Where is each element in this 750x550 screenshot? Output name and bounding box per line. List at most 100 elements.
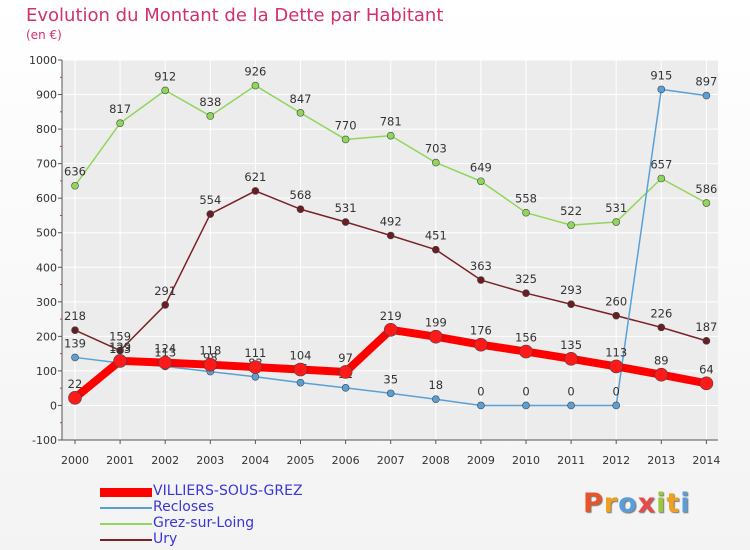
legend-label: Recloses (153, 499, 215, 515)
legend-label: Grez-sur-Loing (153, 515, 255, 531)
data-point (296, 378, 305, 387)
y-tick-label: 400 (36, 261, 57, 274)
data-point (612, 218, 621, 226)
y-tick-label: 500 (36, 227, 57, 240)
data-point (386, 389, 395, 398)
data-label: 0 (477, 384, 484, 398)
y-tick-label: -100 (32, 434, 57, 447)
data-point (702, 199, 711, 207)
y-tick-label: 0 (50, 399, 57, 412)
data-point (474, 337, 488, 352)
series-villiers-sous-grez: 22 129 124 118 111 104 97 219 199 176 156 135 113 89 6… (68, 309, 714, 405)
data-label: 554 (199, 193, 221, 207)
data-point (567, 221, 575, 229)
data-label: 139 (64, 336, 86, 350)
data-point (116, 346, 124, 355)
data-label: 838 (199, 95, 221, 109)
data-point (612, 401, 621, 410)
x-tick-label: 2001 (106, 454, 134, 467)
data-point (158, 355, 172, 370)
y-tick-label: 700 (36, 158, 57, 171)
data-label: 293 (560, 283, 582, 297)
data-point (71, 181, 79, 190)
data-point (477, 401, 485, 410)
data-point (248, 360, 263, 374)
x-tick-label: 2006 (332, 454, 360, 467)
data-point (161, 301, 169, 309)
data-point (203, 357, 218, 372)
data-point (431, 245, 440, 254)
data-point (522, 401, 530, 410)
x-tick-label: 2013 (647, 454, 675, 467)
data-label: 104 (290, 349, 312, 363)
data-label: 64 (699, 362, 714, 376)
legend-swatch (100, 487, 152, 497)
data-point (338, 365, 353, 379)
data-point (567, 300, 575, 309)
x-tick-label: 2004 (241, 454, 269, 467)
legend-swatch (100, 539, 152, 541)
data-point (702, 91, 711, 100)
data-point (206, 112, 215, 120)
data-label: 219 (380, 309, 402, 323)
x-tick-label: 2012 (602, 454, 630, 467)
data-label: 118 (199, 344, 221, 358)
data-point (567, 401, 575, 410)
data-label: 123 (109, 342, 131, 356)
y-tick-label: 300 (36, 296, 57, 309)
unit-label: (en €) (26, 28, 62, 42)
data-label: 199 (425, 316, 447, 330)
data-label: 156 (515, 331, 537, 345)
data-label: 568 (290, 188, 312, 202)
data-point (609, 359, 624, 374)
data-point (654, 367, 669, 382)
data-point (519, 344, 533, 359)
data-point (293, 362, 308, 377)
y-tick-label: 1000 (29, 54, 57, 67)
data-label: 649 (470, 160, 492, 174)
data-point (251, 372, 260, 381)
data-point (657, 85, 666, 94)
data-label: 113 (605, 345, 627, 359)
data-label: 226 (650, 306, 672, 320)
data-point (251, 81, 260, 90)
data-point (71, 353, 79, 362)
brand-logo: Proxiti (583, 488, 691, 519)
data-label: 0 (522, 384, 529, 398)
x-tick-label: 2005 (287, 454, 315, 467)
x-tick-label: 2002 (151, 454, 179, 467)
data-label: 129 (109, 340, 131, 354)
plot-area (62, 60, 718, 440)
data-point (206, 210, 215, 218)
data-label: 522 (560, 204, 582, 218)
data-label: 770 (335, 118, 357, 132)
data-point (522, 289, 530, 297)
legend-swatch (100, 507, 152, 509)
data-point (699, 376, 714, 391)
data-point (113, 354, 127, 368)
legend-label: Ury (153, 531, 178, 547)
data-point (296, 109, 305, 117)
data-label: 847 (290, 92, 312, 106)
data-point (341, 218, 350, 226)
data-label: 915 (650, 68, 672, 82)
y-tick-label: 600 (36, 192, 57, 205)
data-label: 18 (428, 378, 443, 392)
data-point (431, 395, 440, 404)
data-label: 0 (613, 384, 620, 398)
data-label: 621 (244, 170, 266, 184)
data-label: 89 (654, 354, 669, 368)
x-tick-label: 2010 (512, 454, 540, 467)
data-label: 531 (605, 201, 627, 215)
x-tick-label: 2003 (196, 454, 224, 467)
legend-swatch (100, 523, 152, 525)
data-label: 325 (515, 272, 537, 286)
data-label: 111 (244, 346, 266, 360)
data-point (702, 337, 711, 345)
data-label: 817 (109, 102, 131, 116)
data-label: 218 (64, 309, 86, 323)
data-point (71, 326, 79, 334)
data-label: 451 (425, 229, 447, 243)
